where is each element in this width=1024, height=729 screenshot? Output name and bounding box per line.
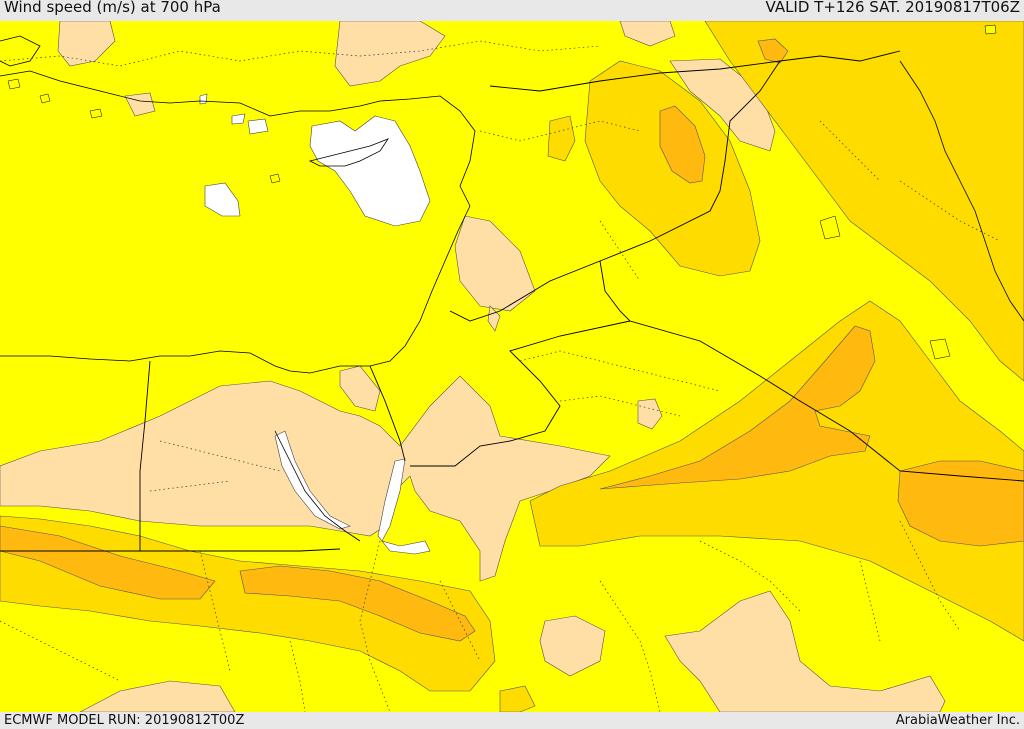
strong-wind-regions [0, 38, 1024, 642]
low-region-south-center [539, 615, 606, 677]
moderate-region-syria-west [547, 115, 576, 162]
dotted-boundaries [0, 40, 1001, 712]
moderate-region-northeast [704, 21, 1024, 382]
low-region-nw [57, 21, 116, 67]
calm-region-red-sea [274, 430, 351, 530]
calm-region-west [204, 182, 241, 217]
map-canvas [0, 21, 1024, 712]
strong-region-saudi-band [599, 325, 876, 490]
border-sinai [369, 365, 406, 462]
strong-region-iraq-top [757, 38, 789, 64]
border-syria-iraq [599, 60, 781, 262]
strong-region-africa-west [0, 525, 216, 600]
coast-cyprus [308, 138, 390, 167]
coastlines [0, 35, 1024, 542]
low-region-jordan [487, 305, 501, 332]
footer-bar: ECMWF MODEL RUN: 20190812T00Z ArabiaWeat… [0, 712, 1024, 729]
islands [7, 24, 997, 360]
low-region-egypt [0, 375, 611, 582]
low-region-levant [454, 215, 536, 312]
calm-regions [199, 93, 431, 555]
strong-region-syria [659, 105, 706, 184]
low-region-south-east [664, 590, 946, 712]
moderate-region-south-small [499, 685, 536, 712]
border-jordan [449, 260, 601, 322]
calm-region-aqaba [377, 458, 431, 555]
coast-turkey-south [0, 70, 476, 207]
border-syria-turkey [489, 50, 901, 92]
strong-region-gulf [897, 460, 1024, 547]
coast-persian-gulf [899, 60, 1024, 322]
low-region-ne-top [619, 21, 676, 47]
coast-egypt-north [0, 350, 370, 374]
low-wind-regions [0, 21, 946, 712]
model-run: ECMWF MODEL RUN: 20190812T00Z [4, 713, 245, 728]
calm-region-small2 [199, 93, 208, 105]
coast-aegean [0, 35, 41, 67]
wind-speed-map[interactable] [0, 21, 1024, 712]
coast-red-sea-west [274, 430, 361, 542]
calm-region-crete-n [247, 118, 269, 135]
coast-levant [369, 205, 471, 367]
valid-time: VALID T+126 SAT. 20190817T06Z [765, 0, 1020, 16]
border-jordan-saudi [410, 320, 631, 467]
header-bar: Wind speed (m/s) at 700 hPa VALID T+126 … [0, 0, 1024, 21]
credit-text: ArabiaWeather Inc. [895, 713, 1020, 728]
low-region-turkey [334, 21, 446, 87]
strong-region-africa-center [239, 565, 476, 642]
low-region-south-west [79, 680, 236, 712]
low-region-small-iraq [637, 398, 663, 430]
map-title: Wind speed (m/s) at 700 hPa [4, 0, 221, 16]
calm-region-small1 [231, 113, 246, 125]
border-saudi-iraq [599, 260, 1024, 482]
border-egypt-libya [139, 360, 151, 551]
